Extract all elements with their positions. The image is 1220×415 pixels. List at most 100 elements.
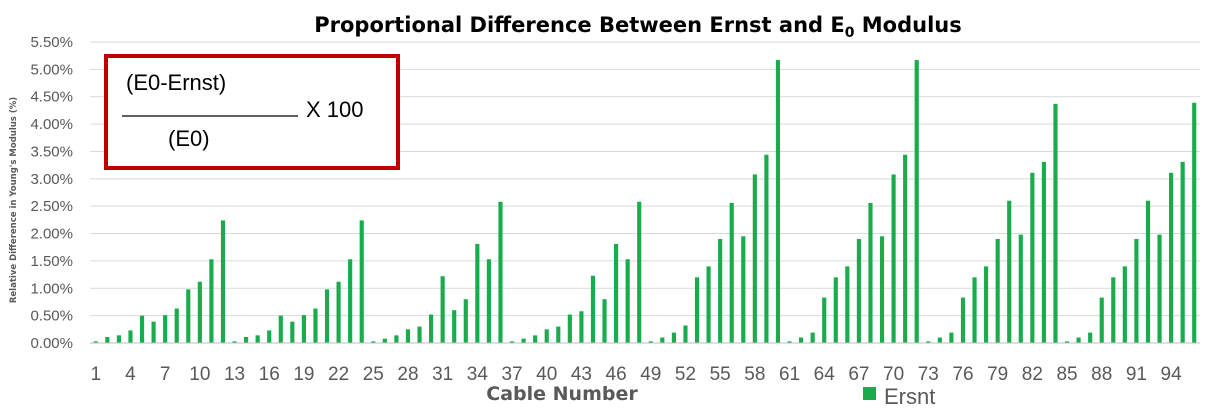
x-tick-label: 49 [640,364,661,385]
bar-cable-21 [324,289,330,343]
bar-cable-15 [255,335,260,343]
bar-cable-35 [486,259,491,343]
formula-denominator: (E0) [168,126,210,151]
bar-cable-75 [949,332,954,343]
bar-cable-2 [105,336,110,343]
bar-cable-37 [509,341,515,343]
x-tick-label: 34 [467,364,489,385]
bar-cable-12 [220,220,226,343]
x-tick-label: 55 [710,364,731,385]
x-tick-label: 58 [744,364,765,385]
bar-cable-82 [1030,172,1035,343]
bar-cable-64 [822,297,827,343]
bar-cable-10 [197,281,202,343]
bar-cable-87 [1088,332,1093,343]
bar-cable-91 [1134,239,1139,343]
bar-cable-93 [1157,234,1162,343]
bar-cable-16 [267,330,272,343]
bar-cable-42 [567,314,572,343]
x-tick-label: 13 [224,364,245,385]
bar-cable-76 [960,297,966,343]
x-tick-label: 40 [536,364,557,385]
y-tick-label: 3.50% [30,143,73,160]
bar-cable-44 [590,275,596,343]
y-tick-label: 2.00% [30,226,73,243]
y-tick-label: 5.00% [30,61,73,78]
x-tick-label: 22 [328,364,349,385]
x-tick-label: 85 [1056,364,1077,385]
x-tick-label: 19 [293,364,314,385]
bar-cable-22 [336,281,341,343]
bar-cable-20 [313,308,318,343]
x-tick-label: 16 [259,364,280,385]
y-tick-label: 0.00% [30,335,73,352]
x-tick-label: 46 [606,364,627,385]
bar-cable-58 [752,174,757,343]
bar-cable-61 [787,341,792,343]
bar-cable-3 [116,335,121,343]
bar-cable-96 [1192,102,1197,343]
bar-cable-80 [1007,200,1012,343]
x-tick-label: 70 [883,364,904,385]
x-tick-label: 4 [125,364,136,385]
bar-cable-60 [775,60,781,344]
bar-cable-17 [278,315,283,343]
bar-cable-70 [891,174,896,343]
bar-cable-7 [163,315,168,343]
bar-cable-49 [648,341,653,343]
x-tick-label: 52 [675,364,696,385]
bar-cable-67 [856,239,861,343]
x-tick-label: 76 [952,364,973,385]
bar-cable-1 [93,341,98,343]
x-tick-label: 67 [848,364,869,385]
x-axis-ticks: 1 4 7 10 13 16 19 22 25 28 31 34 37 40 43 46 49 52 55 58 61 6… [90,364,1182,385]
x-tick-label: 28 [397,364,418,385]
bar-cable-71 [903,154,908,343]
bar-cable-88 [1099,297,1104,343]
x-tick-label: 94 [1161,364,1183,385]
bar-cable-89 [1111,277,1116,343]
bar-cable-51 [671,332,676,343]
y-tick-label: 1.00% [30,280,73,297]
bar-cable-26 [382,338,387,343]
x-tick-label: 7 [160,364,171,385]
bar-cable-84 [1053,103,1058,343]
x-tick-label: 25 [363,364,384,385]
bar-cable-18 [290,321,295,343]
formula-box-border [104,54,400,170]
bar-cable-46 [614,243,619,343]
y-tick-label: 1.50% [30,253,73,270]
x-tick-label: 1 [90,364,101,385]
bar-cable-81 [1018,234,1023,343]
bar-cable-8 [174,308,179,343]
bar-cable-74 [937,337,942,343]
bar-cable-69 [879,236,885,343]
bar-cable-38 [521,338,526,343]
y-tick-label: 0.50% [30,308,73,325]
x-tick-label: 10 [189,364,210,385]
chart-title: Proportional Difference Between Ernst an… [314,13,962,41]
bar-cable-65 [833,277,838,343]
bar-cable-52 [683,325,688,343]
bar-cable-39 [533,335,538,343]
bar-cable-53 [694,277,700,343]
bar-cable-68 [868,202,873,343]
bar-cable-94 [1169,172,1174,343]
bar-cable-14 [244,336,249,343]
bar-cable-9 [186,289,191,343]
bar-cable-63 [810,332,815,343]
y-tick-label: 2.50% [30,198,73,215]
bar-cable-32 [452,310,457,343]
bar-cable-31 [440,276,445,343]
y-tick-label: 4.50% [30,89,73,106]
bar-cable-11 [209,259,214,343]
bar-cable-78 [984,266,989,343]
x-tick-label: 61 [779,364,800,385]
legend: Ersnt [863,384,935,409]
x-axis-label: Cable Number [486,383,638,405]
formula-numerator: (E0-Ernst) [126,70,226,95]
bar-cable-90 [1122,266,1127,343]
x-tick-label: 91 [1126,364,1147,385]
x-tick-label: 88 [1091,364,1112,385]
bar-cable-85 [1064,341,1070,343]
